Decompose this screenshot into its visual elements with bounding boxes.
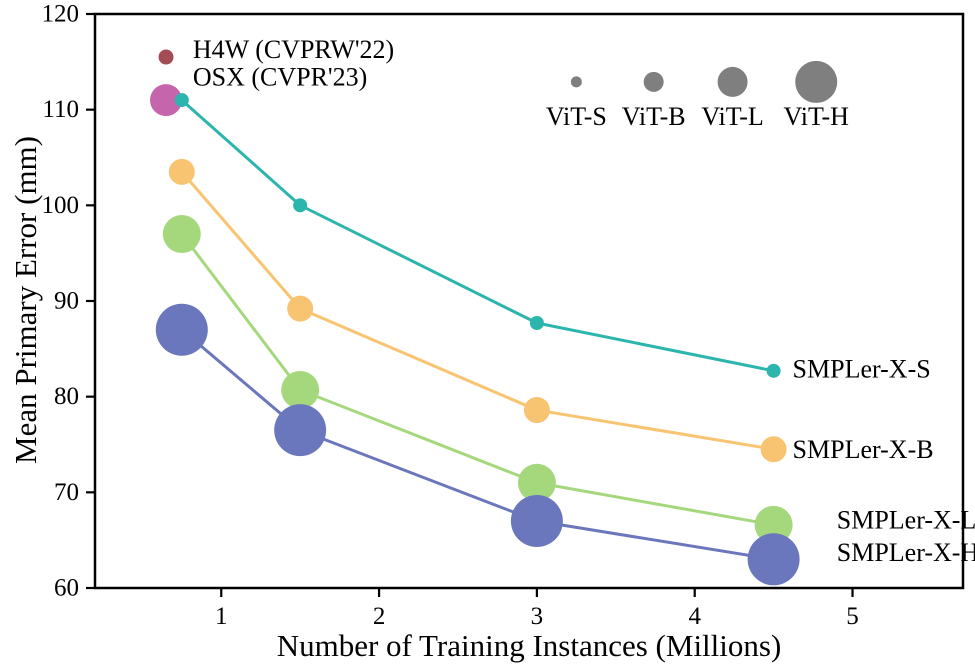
annotation-h4w: H4W (CVPRW'22) [193, 35, 394, 64]
series-line-smpler-x-l [180, 232, 776, 527]
series-label-smpler-x-s: SMPLer-X-S [793, 354, 931, 383]
y-axis-label: Mean Primary Error (mm) [8, 136, 43, 464]
series-marker-smpler-x-s [766, 363, 781, 378]
series-line-smpler-x-b [180, 170, 776, 451]
legend-label-vit-b: ViT-B [622, 102, 686, 131]
x-axis-label: Number of Training Instances (Millions) [276, 628, 782, 663]
x-tick-label: 2 [373, 603, 386, 630]
series-marker-smpler-x-l [517, 463, 556, 502]
legend-circle-vit-h [795, 60, 838, 103]
y-tick-label: 70 [54, 479, 79, 506]
legend-circle-vit-b [643, 71, 664, 92]
series-marker-smpler-x-h [747, 533, 800, 586]
point-osx [150, 84, 183, 117]
y-tick-label: 110 [42, 96, 79, 123]
legend-circle-vit-s [570, 76, 582, 88]
series-line-smpler-x-h [180, 328, 776, 561]
series-marker-smpler-x-b [523, 397, 550, 424]
series-marker-smpler-x-s [293, 198, 308, 213]
x-tick-label: 3 [531, 603, 544, 630]
series-label-smpler-x-l: SMPLer-X-L [837, 506, 975, 535]
legend-label-vit-h: ViT-H [784, 102, 850, 131]
x-tick-label: 1 [215, 603, 228, 630]
legend-label-vit-l: ViT-L [701, 102, 763, 131]
series-marker-smpler-x-l [281, 370, 320, 409]
series-marker-smpler-x-b [287, 295, 314, 322]
series-label-smpler-x-b: SMPLer-X-B [793, 435, 934, 464]
series-marker-smpler-x-l [754, 505, 793, 544]
series-line-smpler-x-s [180, 98, 776, 373]
annotation-osx: OSX (CVPR'23) [193, 63, 367, 92]
y-tick-label: 60 [54, 575, 79, 602]
point-h4w [158, 49, 174, 65]
y-tick-label: 80 [54, 383, 79, 410]
x-tick-label: 5 [846, 603, 859, 630]
legend-label-vit-s: ViT-S [546, 102, 607, 131]
series-marker-smpler-x-l [162, 215, 201, 254]
y-tick-label: 120 [42, 1, 80, 28]
x-tick-label: 4 [688, 603, 701, 630]
legend-circle-vit-l [717, 66, 748, 97]
series-label-smpler-x-h: SMPLer-X-H [837, 538, 975, 567]
series-marker-smpler-x-s [174, 93, 189, 108]
series-marker-smpler-x-h [274, 404, 327, 457]
series-marker-smpler-x-h [510, 495, 563, 548]
series-marker-smpler-x-b [168, 158, 195, 185]
y-tick-label: 100 [42, 192, 80, 219]
series-marker-smpler-x-h [155, 303, 208, 356]
y-tick-label: 90 [54, 288, 79, 315]
series-marker-smpler-x-b [760, 436, 787, 463]
series-marker-smpler-x-s [529, 316, 544, 331]
